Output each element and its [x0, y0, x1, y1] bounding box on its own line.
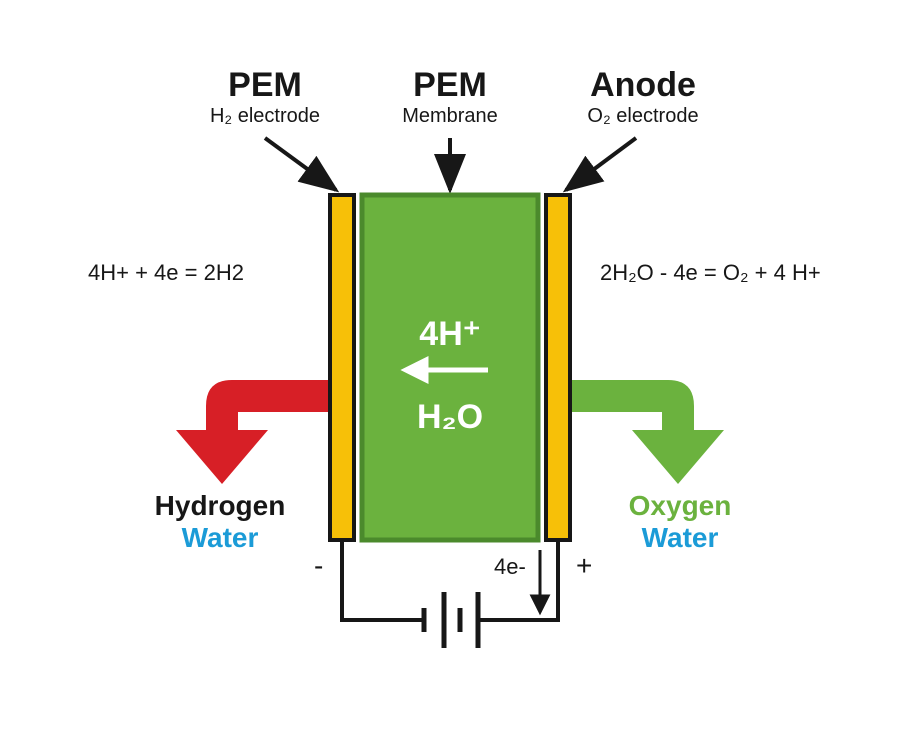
top-label-left: PEM H₂ electrode — [160, 66, 370, 128]
top-label-left-title: PEM — [160, 66, 370, 105]
top-label-center-title: PEM — [360, 66, 540, 105]
electron-flow-arrow — [532, 550, 548, 612]
arrow-output-oxygen — [572, 380, 724, 484]
membrane-text-line1: 4H⁺ — [362, 314, 538, 354]
equation-right: 2H₂O - 4e = O₂ + 4 H+ — [600, 260, 821, 286]
membrane-text-line2: H₂O — [362, 398, 538, 437]
sign-plus: + — [576, 550, 592, 582]
output-left-line1: Hydrogen — [120, 490, 320, 522]
top-label-left-sub: H₂ electrode — [160, 105, 370, 128]
equation-left: 4H+ + 4e = 2H2 — [88, 260, 244, 286]
output-left-line2: Water — [120, 522, 320, 554]
top-label-right-sub: O₂ electrode — [548, 105, 738, 128]
output-right-line2: Water — [590, 522, 770, 554]
arrow-output-hydrogen — [176, 380, 328, 484]
arrow-top-right — [566, 138, 636, 190]
arrow-top-left — [265, 138, 336, 190]
sign-minus: - — [314, 550, 323, 582]
top-label-right-title: Anode — [548, 66, 738, 105]
output-label-right: Oxygen Water — [590, 490, 770, 554]
flow-label: 4e- — [494, 554, 526, 580]
electrode-left — [330, 195, 354, 540]
membrane-text: 4H⁺ H₂O — [362, 314, 538, 437]
output-label-left: Hydrogen Water — [120, 490, 320, 554]
output-right-line1: Oxygen — [590, 490, 770, 522]
top-label-center-sub: Membrane — [360, 105, 540, 128]
battery-symbol — [424, 592, 478, 648]
top-label-right: Anode O₂ electrode — [548, 66, 738, 128]
electrode-right — [546, 195, 570, 540]
top-label-center: PEM Membrane — [360, 66, 540, 128]
